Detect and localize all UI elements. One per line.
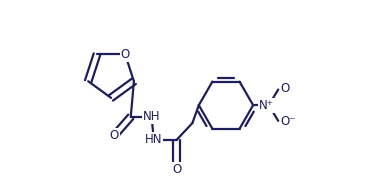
Text: O: O xyxy=(281,82,290,95)
Text: O⁻: O⁻ xyxy=(281,115,296,128)
Text: O: O xyxy=(172,163,182,176)
Text: N⁺: N⁺ xyxy=(259,99,274,112)
Text: O: O xyxy=(110,129,119,142)
Text: HN: HN xyxy=(145,133,162,146)
Text: NH: NH xyxy=(143,110,160,123)
Text: O: O xyxy=(121,48,130,61)
